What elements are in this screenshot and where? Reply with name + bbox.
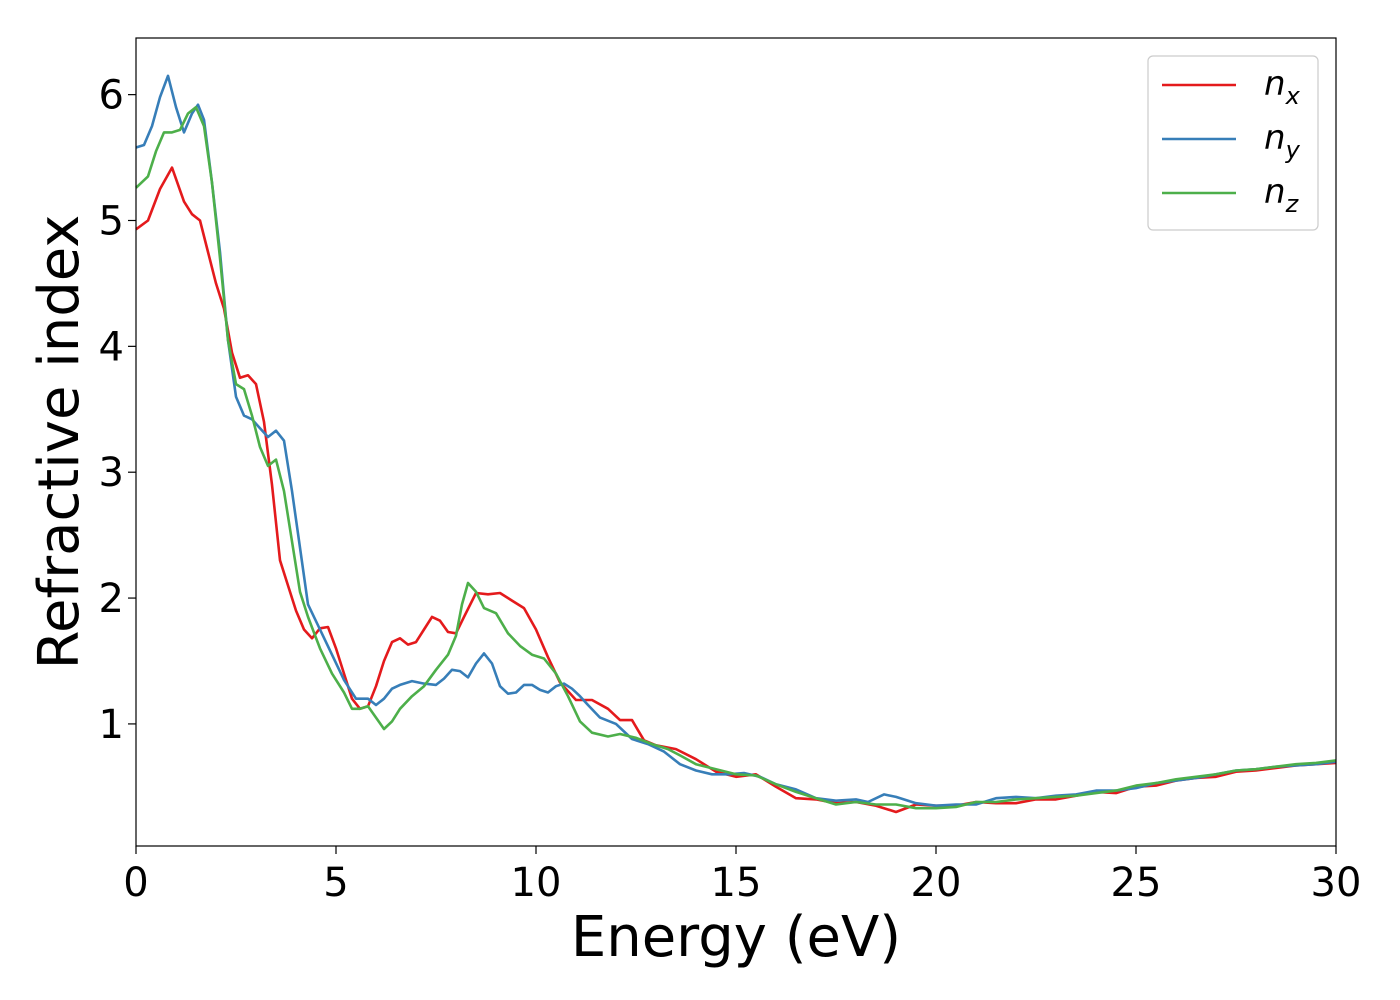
legend-box bbox=[1147, 55, 1319, 231]
series-layer bbox=[135, 74, 1337, 814]
legend: nx ny nz bbox=[1147, 55, 1319, 231]
y-axis-ticks: 1 2 3 4 5 6 bbox=[99, 73, 136, 748]
x-tick-label: 15 bbox=[711, 860, 762, 906]
y-tick-label: 5 bbox=[99, 198, 124, 244]
y-tick-label: 4 bbox=[99, 324, 124, 370]
series-line-nx bbox=[135, 166, 1337, 814]
legend-label-ny: ny bbox=[1264, 118, 1301, 164]
x-tick-label: 5 bbox=[323, 860, 348, 906]
x-tick-label: 0 bbox=[123, 860, 148, 906]
y-tick-label: 3 bbox=[99, 450, 124, 496]
y-axis-title: Refractive index bbox=[27, 215, 92, 670]
x-tick-label: 30 bbox=[1311, 860, 1362, 906]
legend-label-nx: nx bbox=[1264, 64, 1301, 110]
series-line-nz bbox=[135, 105, 1337, 810]
legend-label-nz: nz bbox=[1264, 172, 1300, 218]
series-line-ny bbox=[135, 74, 1337, 807]
x-axis-ticks: 0 5 10 15 20 25 30 bbox=[123, 846, 1361, 906]
x-tick-label: 10 bbox=[511, 860, 562, 906]
x-tick-label: 25 bbox=[1111, 860, 1162, 906]
y-tick-label: 6 bbox=[99, 73, 124, 119]
x-axis-title: Energy (eV) bbox=[571, 905, 901, 970]
y-tick-label: 1 bbox=[99, 702, 124, 748]
x-tick-label: 20 bbox=[911, 860, 962, 906]
y-tick-label: 2 bbox=[99, 576, 124, 622]
